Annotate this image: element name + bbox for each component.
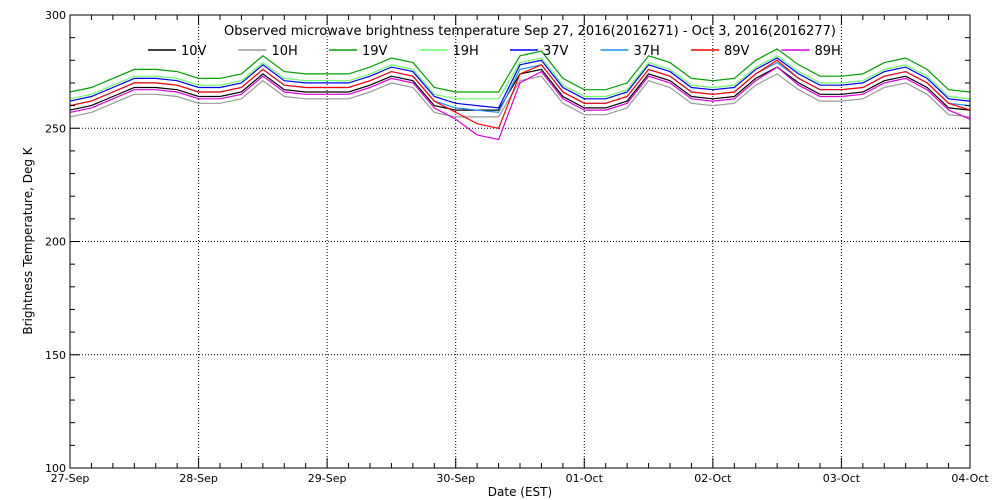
legend-label-37v: 37V <box>543 44 569 59</box>
legend-label-19h: 19H <box>453 44 479 59</box>
series-line-10h <box>69 73 971 118</box>
x-tick-label: 27-Sep <box>51 472 90 485</box>
y-tick-label: 100 <box>45 462 66 475</box>
x-tick-label: 03-Oct <box>823 472 861 485</box>
series-line-19h <box>69 55 971 100</box>
x-tick-label: 01-Oct <box>566 472 604 485</box>
legend-label-89h: 89H <box>815 44 841 59</box>
legend: 10V 10H 19V 19H 37V 37H 89V 89H <box>148 44 841 59</box>
y-tick-label: 150 <box>45 349 66 362</box>
chart-title: Observed microwave brightness temperatur… <box>224 24 836 39</box>
x-tick-label: 30-Sep <box>436 472 475 485</box>
series-line-89v <box>69 59 971 129</box>
y-axis-label: Brightness Temperature, Deg K <box>21 146 35 334</box>
x-tick-label: 02-Oct <box>694 472 732 485</box>
ticks: 100 150 200 250 300 27-Sep 28-Sep 29-Sep 30-Sep 0… <box>45 9 989 485</box>
x-tick-label: 29-Sep <box>308 472 347 485</box>
y-tick-label: 300 <box>45 9 66 22</box>
y-tick-label: 250 <box>45 122 66 135</box>
x-tick-label: 28-Sep <box>179 472 218 485</box>
series-line-19v <box>69 48 971 93</box>
y-tick-label: 200 <box>45 236 66 249</box>
legend-label-89v: 89V <box>724 44 750 59</box>
series-line-37v <box>69 57 971 109</box>
legend-label-10v: 10V <box>181 44 207 59</box>
series-lines <box>69 48 971 141</box>
x-axis-label: Date (EST) <box>488 485 552 499</box>
grid <box>70 15 970 468</box>
legend-label-19v: 19V <box>362 44 388 59</box>
x-tick-label: 04-Oct <box>951 472 989 485</box>
legend-label-10h: 10H <box>272 44 298 59</box>
legend-label-37h: 37H <box>634 44 660 59</box>
series-line-89h <box>69 66 971 141</box>
